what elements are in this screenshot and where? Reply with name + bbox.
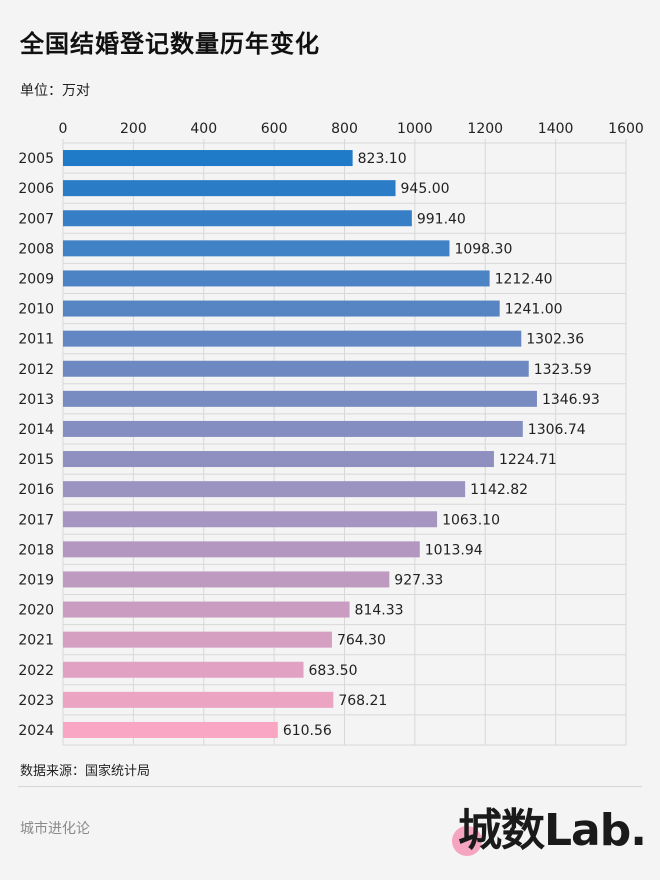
- y-tick-label: 2005: [18, 151, 54, 167]
- x-tick-label: 1200: [467, 121, 503, 137]
- y-tick-label: 2009: [18, 271, 54, 287]
- data-label: 1306.74: [528, 422, 586, 438]
- data-source: 数据来源：国家统计局: [20, 764, 151, 779]
- data-label: 683.50: [309, 663, 358, 679]
- brand-logo: 城数Lab.: [440, 792, 650, 862]
- data-label: 823.10: [358, 151, 407, 167]
- bar: [63, 451, 494, 468]
- y-tick-label: 2020: [18, 603, 54, 619]
- x-tick-label: 400: [190, 121, 217, 137]
- data-label: 991.40: [417, 211, 466, 227]
- footer-divider: [18, 786, 642, 787]
- bar: [63, 691, 334, 708]
- x-tick-label: 600: [261, 121, 288, 137]
- y-tick-label: 2013: [18, 392, 54, 408]
- data-label: 945.00: [401, 181, 450, 197]
- data-label: 610.56: [283, 723, 332, 739]
- y-tick-label: 2017: [18, 512, 54, 528]
- logo-text: 城数Lab.: [458, 805, 647, 856]
- y-tick-label: 2016: [18, 482, 54, 498]
- data-label: 1142.82: [470, 482, 528, 498]
- y-tick-label: 2024: [18, 723, 54, 739]
- bar: [63, 300, 500, 317]
- y-tick-label: 2011: [18, 332, 54, 348]
- bar: [63, 511, 438, 528]
- x-tick-label: 0: [59, 121, 68, 137]
- y-tick-label: 2019: [18, 572, 54, 588]
- bar: [63, 601, 350, 618]
- bar: [63, 420, 523, 437]
- bar: [63, 240, 450, 257]
- data-label: 1013.94: [425, 542, 483, 558]
- logo-dot-icon: [452, 826, 482, 856]
- y-tick-label: 2007: [18, 211, 54, 227]
- x-tick-label: 800: [331, 121, 358, 137]
- x-tick-label: 200: [120, 121, 147, 137]
- bar: [63, 571, 390, 588]
- y-tick-label: 2021: [18, 633, 54, 649]
- x-tick-label: 1000: [397, 121, 433, 137]
- bar: [63, 661, 304, 678]
- data-label: 1063.10: [442, 512, 500, 528]
- y-tick-label: 2015: [18, 452, 54, 468]
- y-tick-label: 2018: [18, 542, 54, 558]
- y-tick-label: 2010: [18, 302, 54, 318]
- y-tick-label: 2012: [18, 362, 54, 378]
- bar-chart: 0 200 400 600 800 1000 1200 1400 1600 2005 823.10 2…: [18, 121, 644, 746]
- y-tick-label: 2014: [18, 422, 54, 438]
- bar: [63, 210, 412, 227]
- bar: [63, 270, 490, 287]
- data-label: 1302.36: [526, 332, 584, 348]
- data-label: 1241.00: [505, 302, 563, 318]
- data-label: 1224.71: [499, 452, 557, 468]
- data-label: 768.21: [338, 693, 387, 709]
- unit-label: 单位：万对: [20, 83, 90, 99]
- bar: [63, 150, 353, 167]
- bar: [63, 541, 420, 558]
- brand-name: 城市进化论: [20, 821, 90, 837]
- bar: [63, 631, 332, 648]
- bar: [63, 390, 537, 407]
- bar: [63, 481, 466, 498]
- data-label: 927.33: [394, 572, 443, 588]
- chart-title: 全国结婚登记数量历年变化: [20, 30, 320, 58]
- y-tick-label: 2022: [18, 663, 54, 679]
- y-tick-label: 2006: [18, 181, 54, 197]
- x-tick-label: 1600: [608, 121, 644, 137]
- data-label: 1098.30: [454, 241, 512, 257]
- data-label: 1323.59: [534, 362, 592, 378]
- bar: [63, 180, 396, 197]
- bar: [63, 360, 529, 377]
- data-label: 1212.40: [495, 271, 553, 287]
- data-label: 814.33: [355, 603, 404, 619]
- y-tick-label: 2008: [18, 241, 54, 257]
- data-label: 764.30: [337, 633, 386, 649]
- x-tick-label: 1400: [538, 121, 574, 137]
- bar: [63, 721, 278, 738]
- bar: [63, 330, 522, 347]
- y-tick-label: 2023: [18, 693, 54, 709]
- data-label: 1346.93: [542, 392, 600, 408]
